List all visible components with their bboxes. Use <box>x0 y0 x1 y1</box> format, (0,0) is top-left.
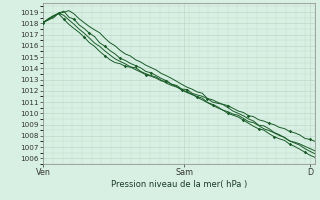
X-axis label: Pression niveau de la mer( hPa ): Pression niveau de la mer( hPa ) <box>111 180 247 189</box>
